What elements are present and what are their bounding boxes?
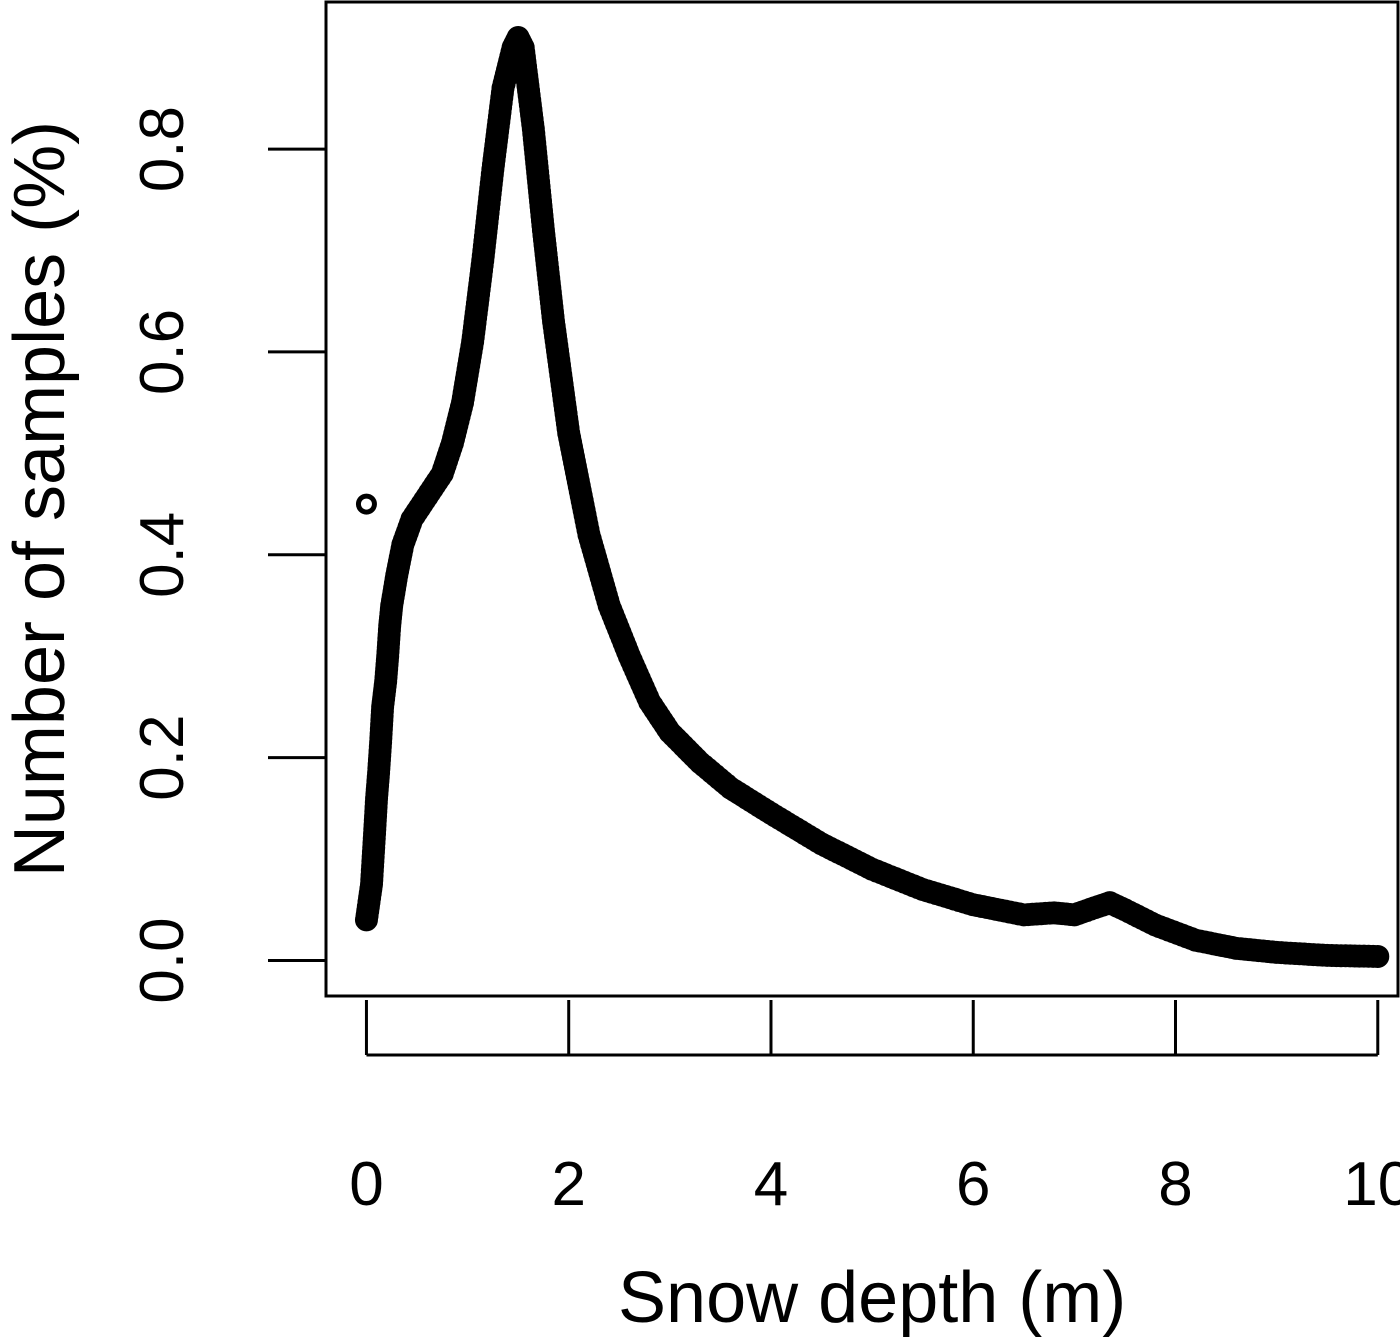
y-tick-label: 0.2 (128, 715, 197, 801)
y-tick-label: 0.6 (128, 309, 197, 395)
y-axis-title: Number of samples (%) (0, 121, 80, 877)
x-tick-label: 0 (349, 1150, 383, 1219)
data-series (354, 26, 1390, 968)
x-tick-label: 6 (956, 1150, 990, 1219)
plot-frame (324, 0, 1400, 998)
x-tick-label: 2 (551, 1150, 585, 1219)
x-axis-title: Snow depth (m) (618, 1258, 1126, 1338)
y-tick-label: 0.4 (128, 512, 197, 598)
y-tick-label: 0.8 (128, 106, 197, 192)
x-axis: 0 2 4 6 8 10 (349, 1000, 1400, 1219)
y-tick-label: 0.0 (128, 917, 197, 1003)
x-tick-label: 10 (1343, 1150, 1400, 1219)
plot-border (324, 0, 1400, 998)
outlier-point (355, 493, 377, 515)
x-tick-label: 4 (754, 1150, 788, 1219)
y-axis: 0.0 0.2 0.4 0.6 0.8 (128, 106, 326, 1004)
x-tick-label: 8 (1158, 1150, 1192, 1219)
data-point (1366, 944, 1390, 968)
